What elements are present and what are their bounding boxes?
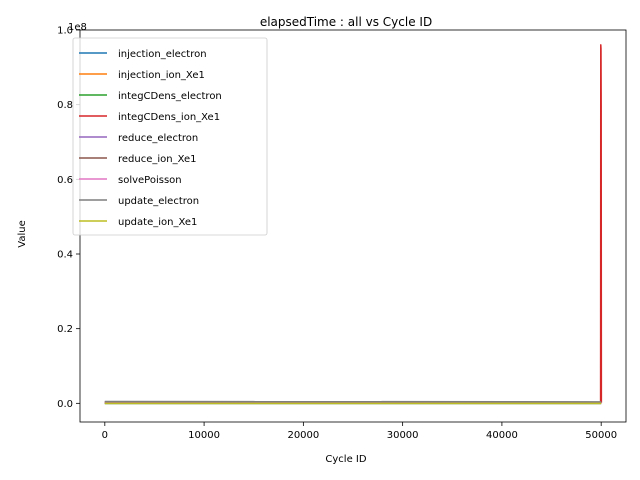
legend-entry: reduce_ion_Xe1 — [118, 154, 197, 165]
x-tick-label: 0 — [102, 430, 108, 441]
y-axis-offset-text: 1e8 — [68, 22, 87, 33]
legend-box — [72, 37, 268, 236]
x-tick-label: 50000 — [585, 430, 617, 441]
legend-entry: integCDens_ion_Xe1 — [118, 112, 220, 123]
x-tick-label: 30000 — [387, 430, 419, 441]
series-group — [104, 44, 603, 405]
x-tick-label: 20000 — [287, 430, 319, 441]
x-axis-label: Cycle ID — [325, 454, 366, 465]
y-tick-label: 0.8 — [57, 100, 73, 111]
legend-entry: update_electron — [118, 196, 199, 207]
legend-entry: injection_ion_Xe1 — [118, 70, 205, 81]
plot-area: 0 10000 20000 30000 40000 50000 0.0 0.2 0.4 0.6 0.… — [57, 26, 627, 441]
y-tick-label: 0.6 — [57, 175, 73, 186]
legend-entry: solvePoisson — [118, 175, 182, 186]
y-tick-label: 0.0 — [57, 399, 73, 410]
legend-entry: reduce_electron — [118, 133, 198, 144]
legend: injection_electron injection_ion_Xe1integ… — [72, 37, 268, 236]
x-tick-label: 10000 — [188, 430, 220, 441]
y-tick-label: 0.4 — [57, 250, 73, 261]
x-tick-label: 40000 — [486, 430, 518, 441]
y-axis-label: Value — [17, 220, 28, 247]
y-tick-label: 0.2 — [57, 324, 73, 335]
legend-entry: injection_electron — [118, 49, 207, 60]
y-tick-label: 1.0 — [57, 26, 73, 37]
chart-title: elapsedTime : all vs Cycle ID — [260, 15, 432, 29]
legend-entry: update_ion_Xe1 — [118, 217, 197, 228]
legend-entry: integCDens_electron — [118, 91, 222, 102]
